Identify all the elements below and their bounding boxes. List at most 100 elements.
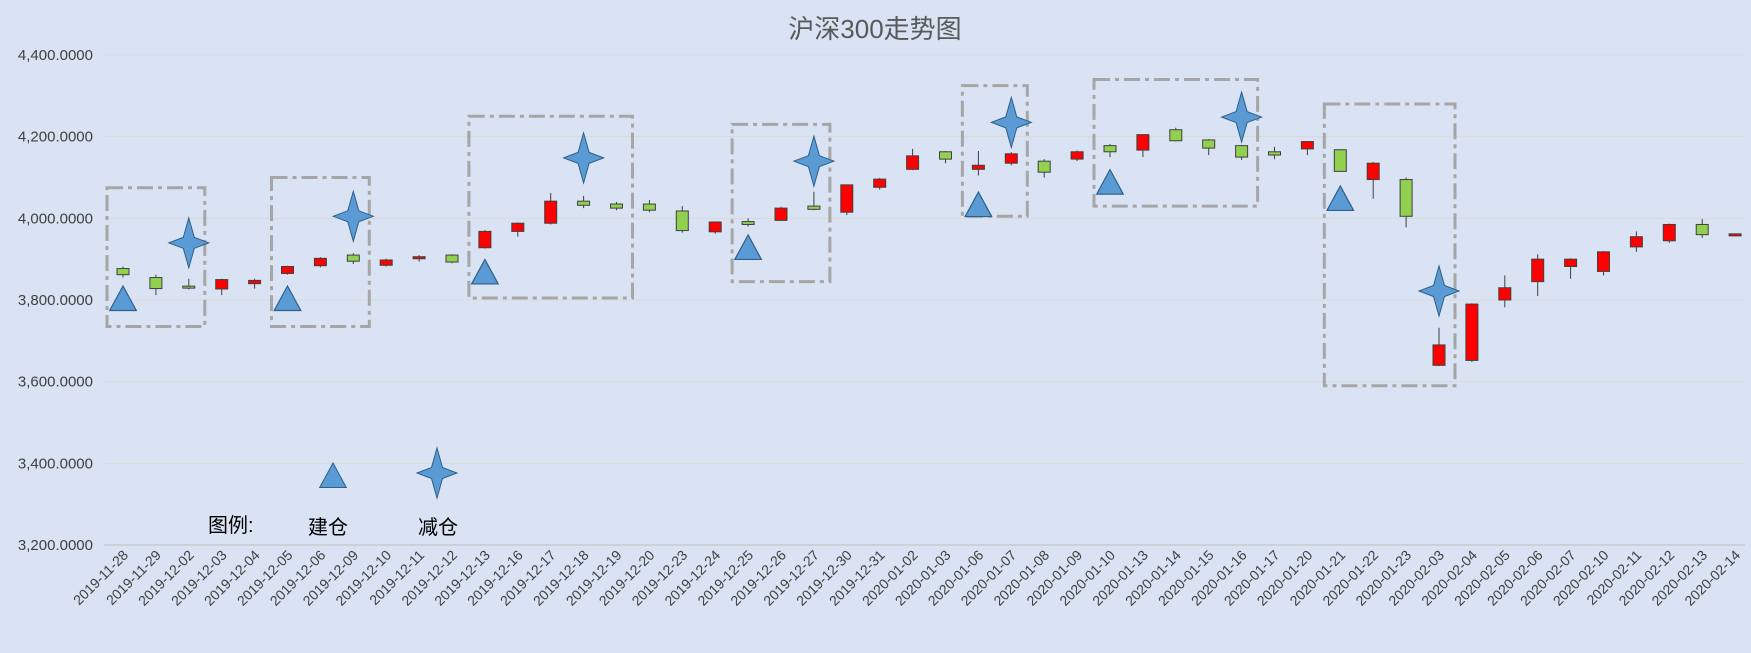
candle-body — [1235, 145, 1249, 158]
buy-triangle-marker — [470, 258, 500, 285]
candle — [1136, 134, 1150, 158]
candle — [1268, 146, 1281, 160]
legend-sell-star-marker — [415, 446, 459, 500]
candle-body — [149, 277, 163, 290]
candle — [642, 199, 656, 213]
candle-body — [1169, 129, 1183, 142]
sell-star-marker — [562, 131, 606, 185]
candle — [1498, 275, 1512, 308]
candle — [807, 191, 821, 211]
sell-star-marker — [167, 215, 211, 270]
candle — [971, 150, 985, 176]
candle-body — [1465, 303, 1479, 361]
candle — [248, 278, 262, 289]
y-tick-label: 3,800.0000 — [18, 292, 93, 309]
legend-label-buy: 建仓 — [308, 516, 348, 539]
candle-body — [248, 279, 262, 285]
candle-body — [182, 285, 196, 289]
candle — [1399, 177, 1413, 228]
candle — [610, 202, 623, 211]
candle — [182, 278, 196, 290]
candle — [511, 222, 525, 237]
highlight-region — [730, 122, 832, 284]
buy-triangle-marker — [273, 284, 302, 312]
candle — [379, 258, 393, 267]
candle-body — [1103, 145, 1117, 153]
candle — [215, 278, 229, 296]
sell-star-marker — [1417, 264, 1461, 318]
highlight-region — [270, 176, 371, 329]
candle — [577, 195, 591, 209]
candle-body — [610, 203, 623, 209]
candle — [1037, 159, 1051, 178]
candle — [675, 206, 689, 233]
highlight-region — [105, 186, 207, 329]
marker-layer — [108, 90, 1461, 318]
candle — [774, 206, 788, 221]
candle-body — [1531, 258, 1545, 283]
candle — [939, 150, 952, 164]
candle — [708, 221, 722, 234]
legend: 图例: 建仓 减仓 — [208, 446, 459, 539]
candle — [840, 184, 854, 216]
candle-body — [346, 254, 360, 262]
legend-title: 图例: — [208, 514, 254, 537]
candle-body — [1202, 139, 1216, 149]
x-tick-layer: 2019-11-282019-11-292019-12-022019-12-03… — [70, 547, 1743, 609]
candle — [1564, 258, 1578, 279]
candle-body — [544, 200, 558, 224]
highlight-region-layer — [105, 78, 1457, 388]
candle-body — [313, 257, 327, 267]
candle — [313, 257, 327, 268]
candle-body — [1695, 223, 1709, 236]
candle-body — [1004, 153, 1018, 164]
candle — [1695, 219, 1709, 238]
candle-body — [412, 256, 426, 260]
candle-body — [1070, 151, 1084, 160]
candle-body — [840, 184, 854, 213]
candle-body — [281, 266, 294, 274]
candle — [906, 148, 920, 171]
candle-body — [1564, 258, 1578, 268]
candle — [1366, 161, 1380, 199]
candle-body — [511, 222, 525, 232]
y-tick-label: 4,200.0000 — [18, 129, 93, 146]
candle — [1103, 144, 1117, 158]
sell-star-marker — [1220, 90, 1264, 144]
candle-body — [1728, 233, 1742, 237]
candle-body — [1366, 162, 1380, 181]
candle — [1465, 303, 1479, 363]
buy-triangle-marker — [1325, 184, 1355, 212]
candle — [116, 266, 130, 278]
candle — [873, 177, 887, 190]
highlight-region — [960, 84, 1029, 218]
chart-title: 沪深300走势图 — [788, 14, 961, 44]
legend-label-sell: 减仓 — [418, 516, 458, 539]
y-tick-label: 3,200.0000 — [18, 537, 93, 554]
candle-body — [1662, 223, 1676, 242]
sell-star-marker — [792, 134, 836, 189]
candle-body — [1498, 287, 1512, 301]
sell-star-marker — [331, 189, 375, 244]
candle — [1662, 223, 1676, 243]
candle-body — [1300, 141, 1314, 150]
candle — [1169, 127, 1183, 142]
candle — [1070, 150, 1084, 162]
candle — [346, 253, 360, 265]
candle-body — [807, 205, 821, 210]
candle-body — [642, 203, 656, 211]
candle-body — [1136, 134, 1150, 151]
candle — [478, 230, 492, 249]
candle-body — [1399, 179, 1413, 217]
candle-body — [741, 221, 755, 225]
candle-body — [873, 178, 887, 188]
candle-body — [906, 155, 920, 170]
y-tick-label: 4,000.0000 — [18, 210, 93, 227]
legend-buy-triangle-marker — [318, 461, 348, 488]
candle — [1629, 231, 1643, 252]
candle-body — [939, 151, 952, 160]
candle — [1333, 149, 1347, 172]
y-tick-label: 3,400.0000 — [18, 455, 93, 472]
